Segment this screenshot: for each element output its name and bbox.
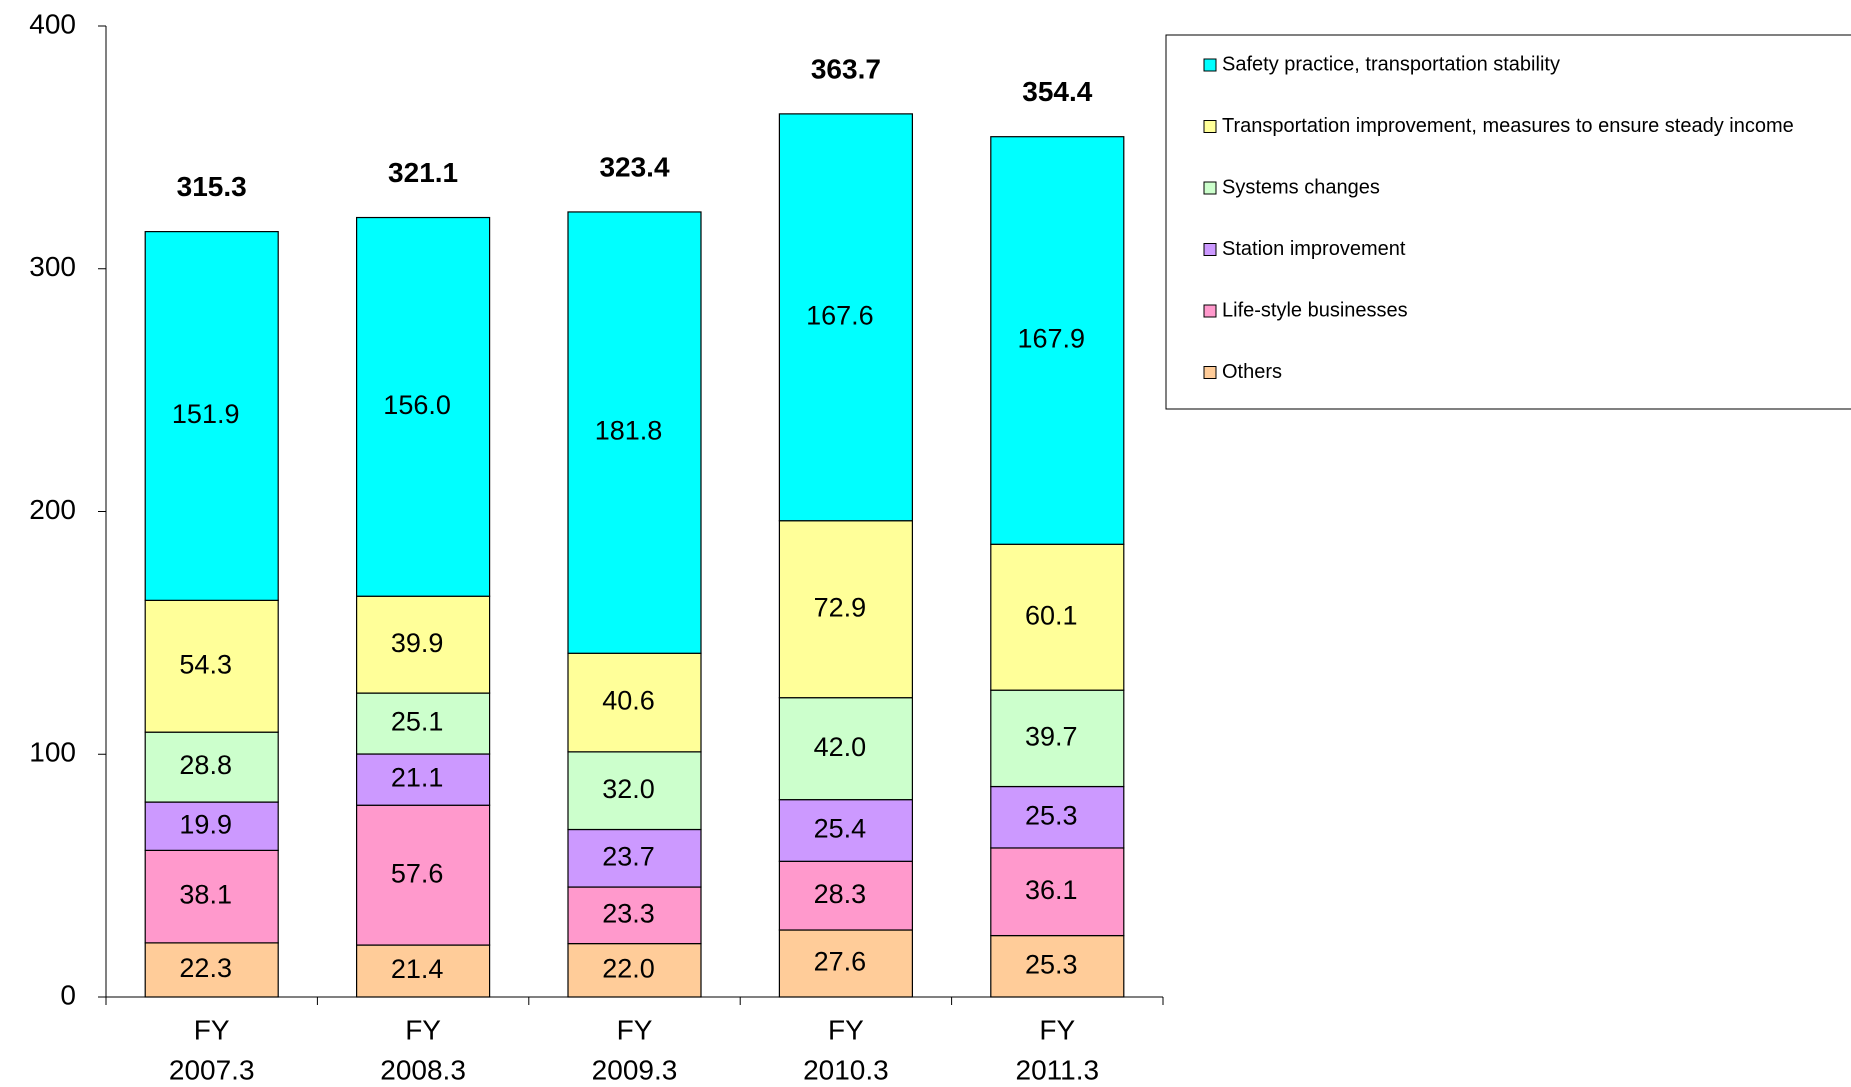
x-tick-label: FY (1039, 1014, 1075, 1045)
y-tick-label: 400 (29, 8, 76, 39)
data-label: 42.0 (814, 732, 867, 762)
total-label: 363.7 (811, 53, 881, 84)
bar-segment (144, 731, 279, 803)
bar-segment (144, 942, 279, 998)
bar-segment (144, 231, 279, 601)
total-label: 315.3 (177, 171, 247, 202)
legend-box (1165, 34, 1851, 410)
bar-segment (778, 520, 914, 699)
bar-segment (567, 751, 702, 831)
legend-label: Transportation improvement, measures to … (1222, 115, 1794, 137)
data-label: 151.9 (172, 399, 240, 429)
data-label: 57.6 (391, 858, 444, 888)
total-label: 354.4 (1022, 76, 1092, 107)
legend-swatch (1203, 366, 1217, 379)
data-label: 28.3 (814, 879, 867, 909)
x-tick-label: 2009.3 (592, 1054, 678, 1085)
x-tick-label: FY (194, 1014, 230, 1045)
data-label: 23.7 (602, 841, 655, 871)
total-label: 321.1 (388, 157, 458, 188)
data-label: 167.9 (1018, 324, 1086, 354)
data-label: 167.6 (806, 300, 874, 330)
data-label: 181.8 (595, 416, 663, 446)
bar-segment (778, 860, 914, 931)
x-tick-label: 2010.3 (803, 1054, 889, 1085)
bar-segment (356, 216, 491, 597)
bar-segment (567, 211, 702, 654)
x-tick-label: 2008.3 (380, 1054, 466, 1085)
bar-segment (990, 543, 1125, 691)
bar-segment (356, 804, 491, 946)
bar-segment (144, 849, 279, 944)
legend-label: Safety practice, transportation stabilit… (1222, 53, 1560, 75)
bar-segment (990, 785, 1125, 849)
data-label: 22.3 (179, 953, 232, 983)
legend-label: Station improvement (1222, 238, 1406, 260)
bar-segment (567, 886, 702, 945)
x-tick-label: FY (828, 1014, 864, 1045)
data-label: 60.1 (1025, 600, 1078, 630)
data-label: 38.1 (179, 880, 232, 910)
legend-swatch (1203, 120, 1217, 133)
data-label: 25.3 (1025, 800, 1078, 830)
data-label: 21.1 (391, 763, 444, 793)
legend-swatch (1203, 181, 1217, 195)
legend-swatch (1203, 58, 1217, 72)
bar-segment (990, 934, 1125, 998)
x-tick-label: 2007.3 (169, 1054, 255, 1085)
data-label: 22.0 (602, 953, 655, 983)
data-label: 36.1 (1025, 875, 1078, 905)
total-label: 323.4 (599, 151, 669, 182)
bar-segment (356, 692, 491, 755)
data-label: 21.4 (391, 954, 444, 984)
data-label: 32.0 (602, 774, 655, 804)
bar-segment (778, 113, 914, 522)
data-label: 39.9 (391, 628, 444, 658)
bar-segment (778, 799, 914, 862)
data-label: 72.9 (814, 592, 867, 622)
bar-segment (356, 753, 491, 806)
data-label: 39.7 (1025, 721, 1078, 751)
legend-swatch (1203, 304, 1217, 318)
legend-label: Systems changes (1222, 176, 1380, 198)
legend-swatch (1203, 243, 1217, 256)
bar-segment (567, 828, 702, 888)
bar-segment (144, 599, 279, 733)
legend-label: Life-style businesses (1222, 299, 1408, 321)
y-tick-label: 300 (29, 251, 76, 282)
bar-segment (567, 942, 702, 998)
bar-segment (778, 697, 914, 801)
bar-segment (567, 652, 702, 753)
y-tick-label: 0 (60, 979, 76, 1010)
data-label: 19.9 (179, 809, 232, 839)
data-label: 23.3 (602, 898, 655, 928)
y-tick-label: 200 (29, 494, 76, 525)
x-tick-label: 2011.3 (1016, 1054, 1100, 1085)
data-label: 40.6 (602, 686, 655, 716)
bar-segment (356, 944, 491, 998)
bar-segment (144, 801, 279, 851)
y-tick-label: 100 (29, 737, 76, 768)
data-label: 25.3 (1025, 949, 1078, 979)
data-label: 28.8 (179, 750, 232, 780)
data-label: 25.1 (391, 707, 444, 737)
data-label: 27.6 (814, 947, 867, 977)
x-tick-label: FY (617, 1014, 653, 1045)
x-tick-label: FY (405, 1014, 441, 1045)
data-label: 156.0 (383, 390, 451, 420)
bar-segment (990, 136, 1125, 545)
data-label: 54.3 (179, 649, 232, 679)
legend-label: Others (1222, 361, 1282, 383)
bar-segment (990, 847, 1125, 937)
data-label: 25.4 (814, 814, 867, 844)
